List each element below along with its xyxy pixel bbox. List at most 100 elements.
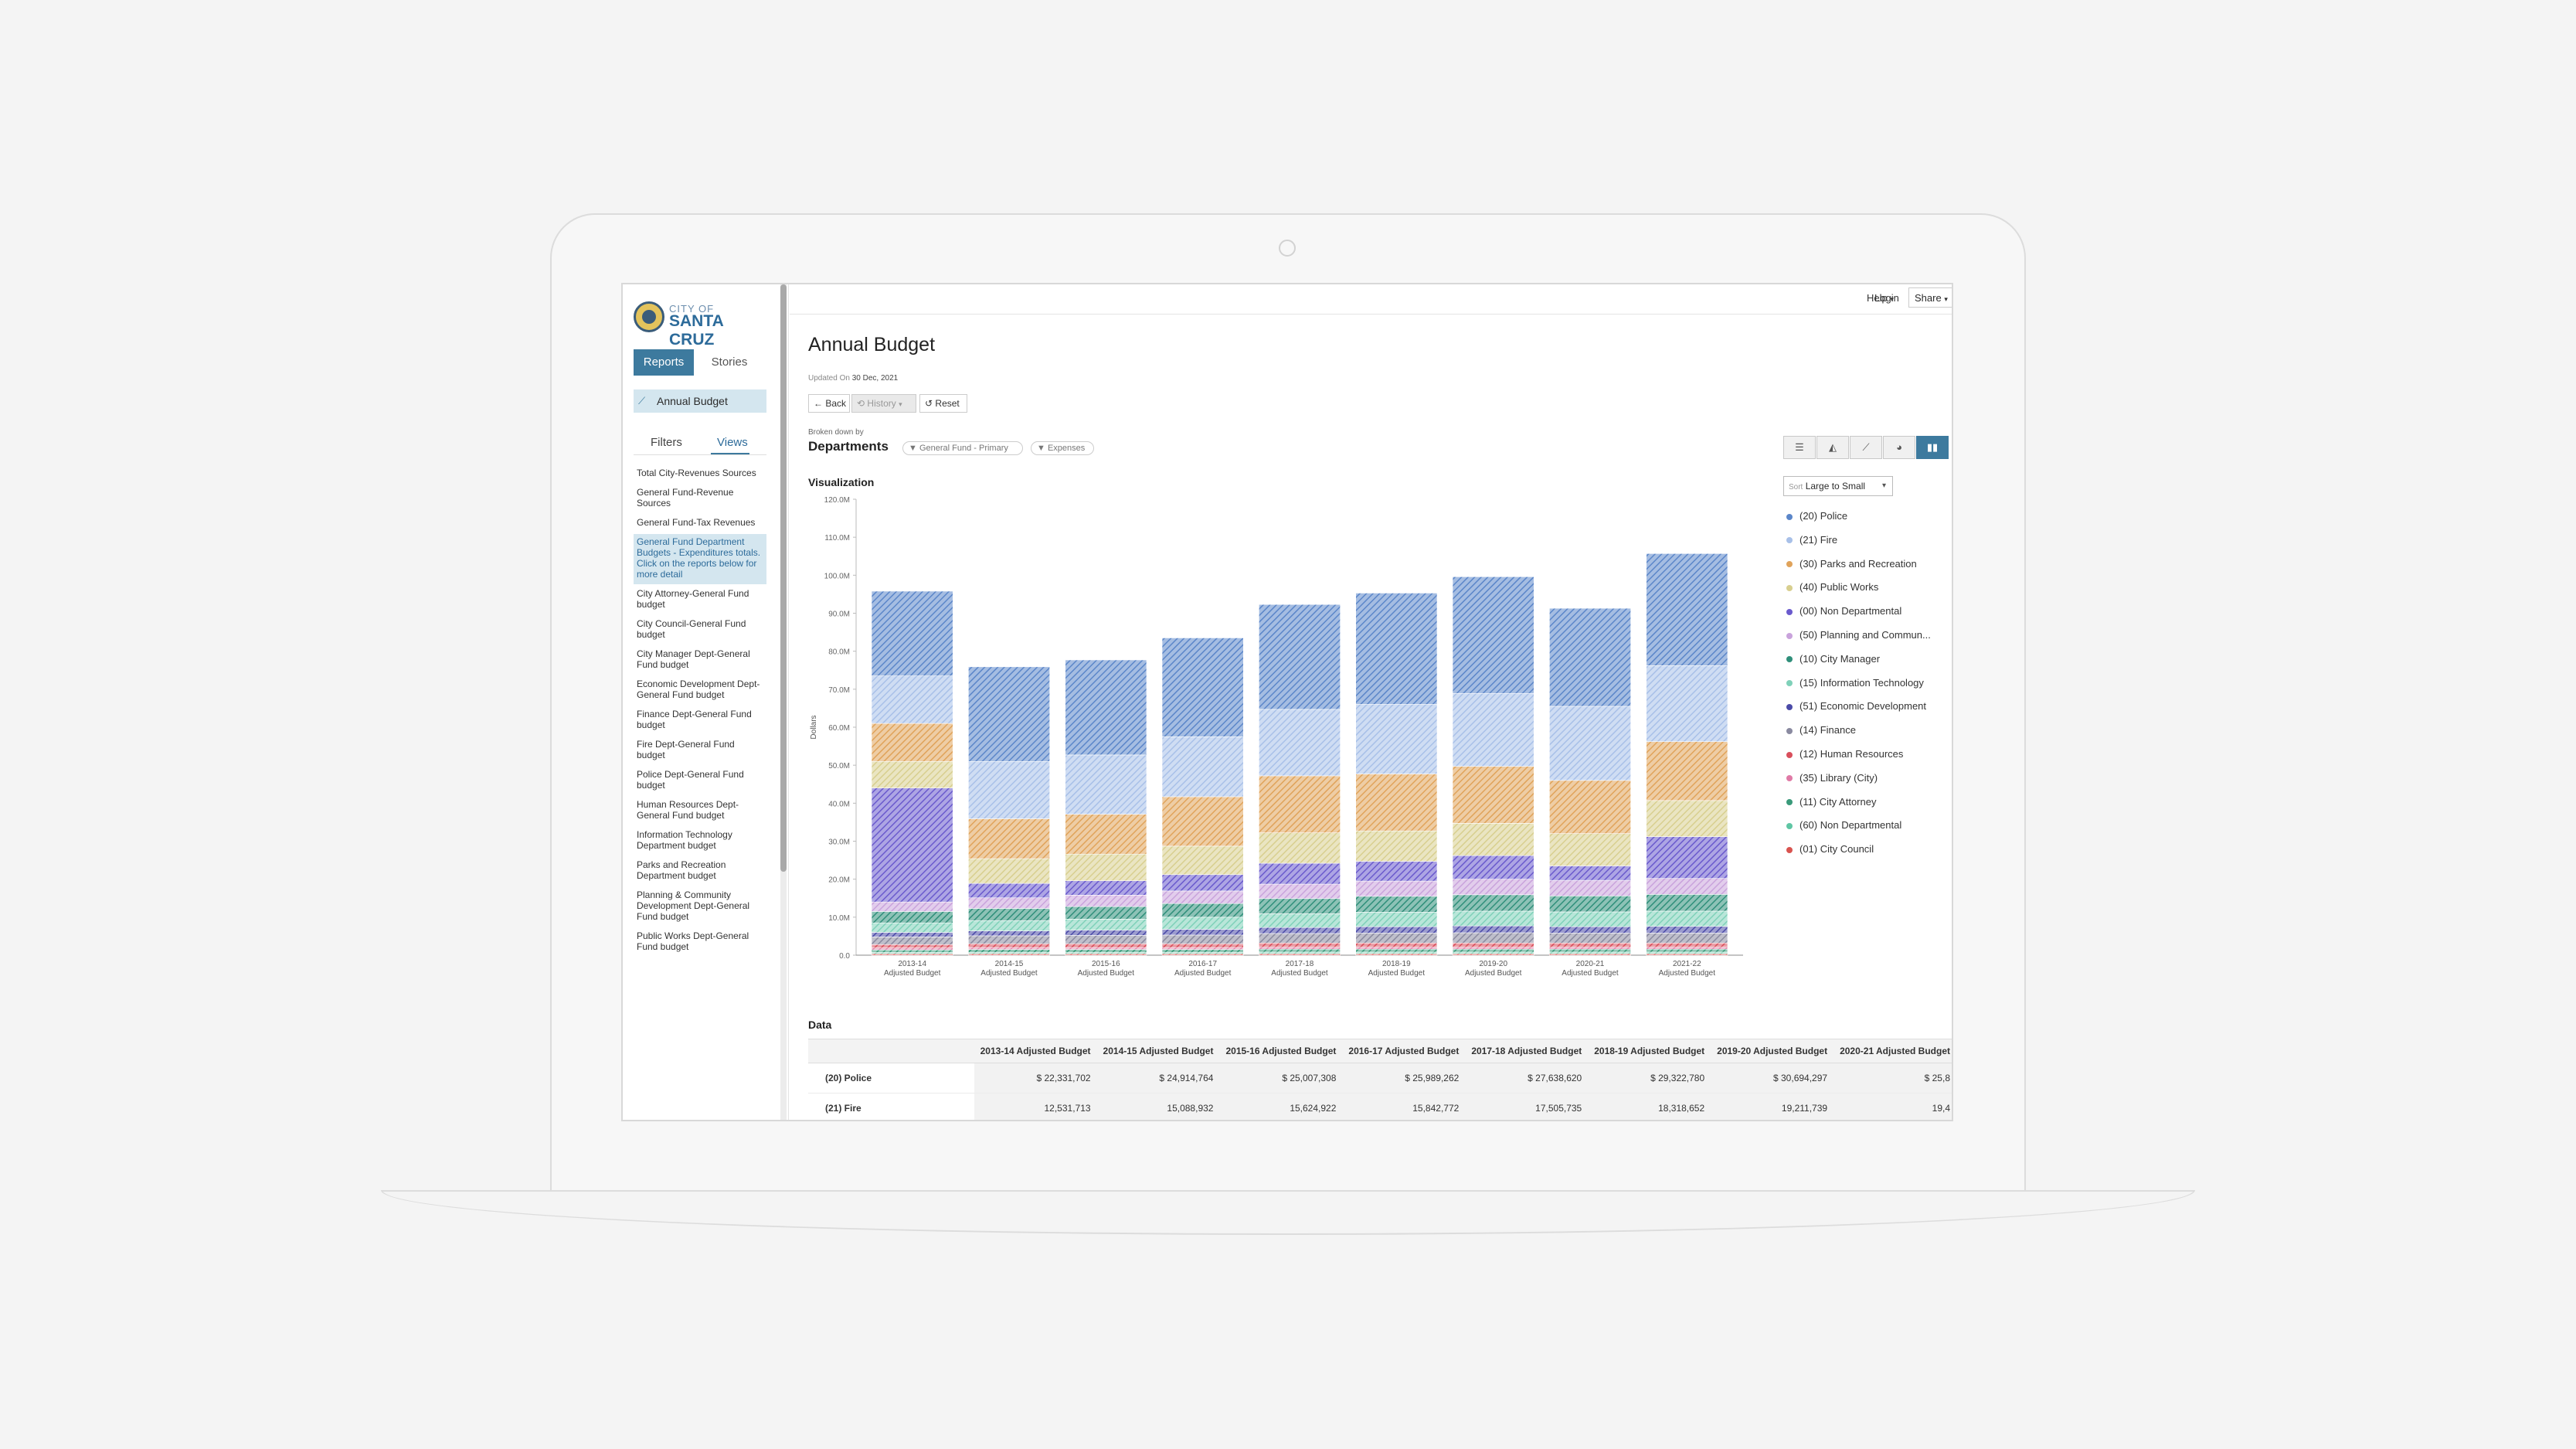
bar-segment[interactable] bbox=[968, 935, 1050, 944]
view-item[interactable]: Total City-Revenues Sources bbox=[637, 468, 756, 478]
bar-segment[interactable] bbox=[1355, 942, 1438, 947]
bar-segment[interactable] bbox=[1355, 593, 1438, 705]
bar-segment[interactable] bbox=[871, 949, 953, 953]
view-item[interactable]: Fire Dept-General Fund budget bbox=[637, 739, 735, 760]
pie-chart-view-button[interactable]: ◕ bbox=[1883, 436, 1915, 459]
sort-dropdown[interactable]: Sort Large to Small ▾ bbox=[1783, 476, 1893, 496]
legend-item[interactable]: (51) Economic Development bbox=[1786, 700, 1952, 724]
sidebar-scrollbar-thumb[interactable] bbox=[780, 284, 787, 872]
line-chart-view-button[interactable]: ⟋ bbox=[1850, 436, 1882, 459]
bar-segment[interactable] bbox=[1549, 895, 1631, 913]
bar-segment[interactable] bbox=[1549, 911, 1631, 927]
bar-segment[interactable] bbox=[1259, 862, 1341, 885]
bar-segment[interactable] bbox=[1161, 845, 1244, 876]
bar-segment[interactable] bbox=[1259, 604, 1341, 710]
bar-segment[interactable] bbox=[1259, 948, 1341, 953]
bar-segment[interactable] bbox=[1259, 883, 1341, 900]
history-button[interactable]: ⟲ History ▾ bbox=[851, 394, 916, 413]
bar-segment[interactable] bbox=[1065, 754, 1147, 815]
bar-segment[interactable] bbox=[1646, 836, 1728, 879]
table-header-cell[interactable]: 2016-17 Adjusted Budget bbox=[1342, 1039, 1466, 1063]
bar-segment[interactable] bbox=[1452, 823, 1534, 856]
bar-segment[interactable] bbox=[1355, 948, 1438, 953]
table-row[interactable]: (21) Fire 12,531,713 15,088,932 15,624,922 1… bbox=[808, 1093, 1952, 1120]
bar-segment[interactable] bbox=[968, 920, 1050, 931]
view-item[interactable]: City Council-General Fund budget bbox=[637, 618, 746, 640]
view-item[interactable]: Parks and Recreation Department budget bbox=[637, 859, 726, 881]
bar-segment[interactable] bbox=[1355, 896, 1438, 913]
bar-segment[interactable] bbox=[1161, 903, 1244, 918]
bar-segment[interactable] bbox=[968, 949, 1050, 953]
bar-segment[interactable] bbox=[1646, 878, 1728, 895]
tab-filters[interactable]: Filters bbox=[651, 436, 682, 449]
bar-segment[interactable] bbox=[871, 723, 953, 762]
bar-segment[interactable] bbox=[1065, 906, 1147, 920]
bar-segment[interactable] bbox=[1259, 709, 1341, 777]
bar-segment[interactable] bbox=[1549, 833, 1631, 866]
bar-segment[interactable] bbox=[871, 922, 953, 933]
bar-segment[interactable] bbox=[871, 911, 953, 923]
bar-segment[interactable] bbox=[1161, 949, 1244, 953]
bar-segment[interactable] bbox=[1161, 796, 1244, 847]
bar-segment[interactable] bbox=[1065, 895, 1147, 907]
bar-segment[interactable] bbox=[1549, 926, 1631, 934]
bar-segment[interactable] bbox=[1355, 912, 1438, 927]
bar-segment[interactable] bbox=[1065, 880, 1147, 896]
bar-segment[interactable] bbox=[871, 590, 953, 676]
bar-segment[interactable] bbox=[1646, 942, 1728, 947]
bar-segment[interactable] bbox=[1355, 830, 1438, 862]
bar-segment[interactable] bbox=[1065, 947, 1147, 950]
bar-segment[interactable] bbox=[871, 675, 953, 724]
bar-segment[interactable] bbox=[968, 666, 1050, 762]
bar-segment[interactable] bbox=[871, 947, 953, 951]
bar-segment[interactable] bbox=[968, 908, 1050, 921]
legend-item[interactable]: (20) Police bbox=[1786, 510, 1952, 534]
bar-segment[interactable] bbox=[1452, 932, 1534, 944]
bar-segment[interactable] bbox=[871, 932, 953, 937]
bar-segment[interactable] bbox=[1549, 879, 1631, 896]
tab-stories[interactable]: Stories bbox=[711, 355, 748, 369]
view-item[interactable]: General Fund-Revenue Sources bbox=[637, 487, 734, 509]
table-header-cell[interactable]: 2015-16 Adjusted Budget bbox=[1219, 1039, 1343, 1063]
table-header-cell[interactable]: 2013-14 Adjusted Budget bbox=[974, 1039, 1097, 1063]
help-menu[interactable]: Help ▾ bbox=[1867, 292, 1894, 304]
view-item[interactable]: General Fund-Tax Revenues bbox=[637, 517, 756, 528]
bar-segment[interactable] bbox=[1161, 929, 1244, 936]
filter-chip-expenses[interactable]: ▼ Expenses bbox=[1031, 441, 1094, 455]
view-item[interactable]: Public Works Dept-General Fund budget bbox=[637, 930, 749, 952]
city-logo[interactable]: CITY OF SANTA CRUZ bbox=[634, 300, 773, 349]
bar-chart-view-button[interactable]: ▮▮ bbox=[1916, 436, 1949, 459]
bar-segment[interactable] bbox=[1452, 947, 1534, 950]
share-button[interactable]: Share ▾ bbox=[1908, 287, 1952, 308]
bar-segment[interactable] bbox=[1065, 853, 1147, 881]
legend-item[interactable]: (30) Parks and Recreation bbox=[1786, 558, 1952, 582]
bar-segment[interactable] bbox=[1452, 855, 1534, 879]
table-header-cell[interactable]: 2014-15 Adjusted Budget bbox=[1096, 1039, 1220, 1063]
bar-segment[interactable] bbox=[871, 901, 953, 912]
bar-segment[interactable] bbox=[1161, 890, 1244, 904]
bar-segment[interactable] bbox=[1452, 925, 1534, 934]
area-chart-view-button[interactable]: ◭ bbox=[1816, 436, 1849, 459]
bar-segment[interactable] bbox=[1549, 866, 1631, 881]
filter-chip-fund[interactable]: ▼ General Fund - Primary bbox=[902, 441, 1023, 455]
tab-reports[interactable]: Reports bbox=[634, 349, 694, 376]
legend-item[interactable]: (40) Public Works bbox=[1786, 581, 1952, 605]
bar-segment[interactable] bbox=[871, 937, 953, 945]
bar-segment[interactable] bbox=[871, 760, 953, 788]
bar-segment[interactable] bbox=[1646, 910, 1728, 927]
bar-segment[interactable] bbox=[1549, 780, 1631, 834]
bar-segment[interactable] bbox=[1065, 918, 1147, 930]
view-item[interactable]: General Fund Department Budgets - Expend… bbox=[634, 534, 766, 584]
bar-segment[interactable] bbox=[1452, 894, 1534, 912]
bar-segment[interactable] bbox=[1065, 930, 1147, 936]
table-header-cell[interactable]: 2017-18 Adjusted Budget bbox=[1465, 1039, 1589, 1063]
legend-item[interactable]: (35) Library (City) bbox=[1786, 772, 1952, 796]
view-item[interactable]: Information Technology Department budget bbox=[637, 829, 732, 851]
view-item[interactable]: City Manager Dept-General Fund budget bbox=[637, 648, 750, 670]
table-view-button[interactable]: ☰ bbox=[1783, 436, 1816, 459]
bar-segment[interactable] bbox=[1452, 910, 1534, 927]
bar-segment[interactable] bbox=[1065, 943, 1147, 948]
login-link[interactable]: Login bbox=[1874, 292, 1899, 304]
table-header-cell[interactable]: 2020-21 Adjusted Budget bbox=[1833, 1039, 1952, 1063]
legend-item[interactable]: (60) Non Departmental bbox=[1786, 819, 1952, 843]
